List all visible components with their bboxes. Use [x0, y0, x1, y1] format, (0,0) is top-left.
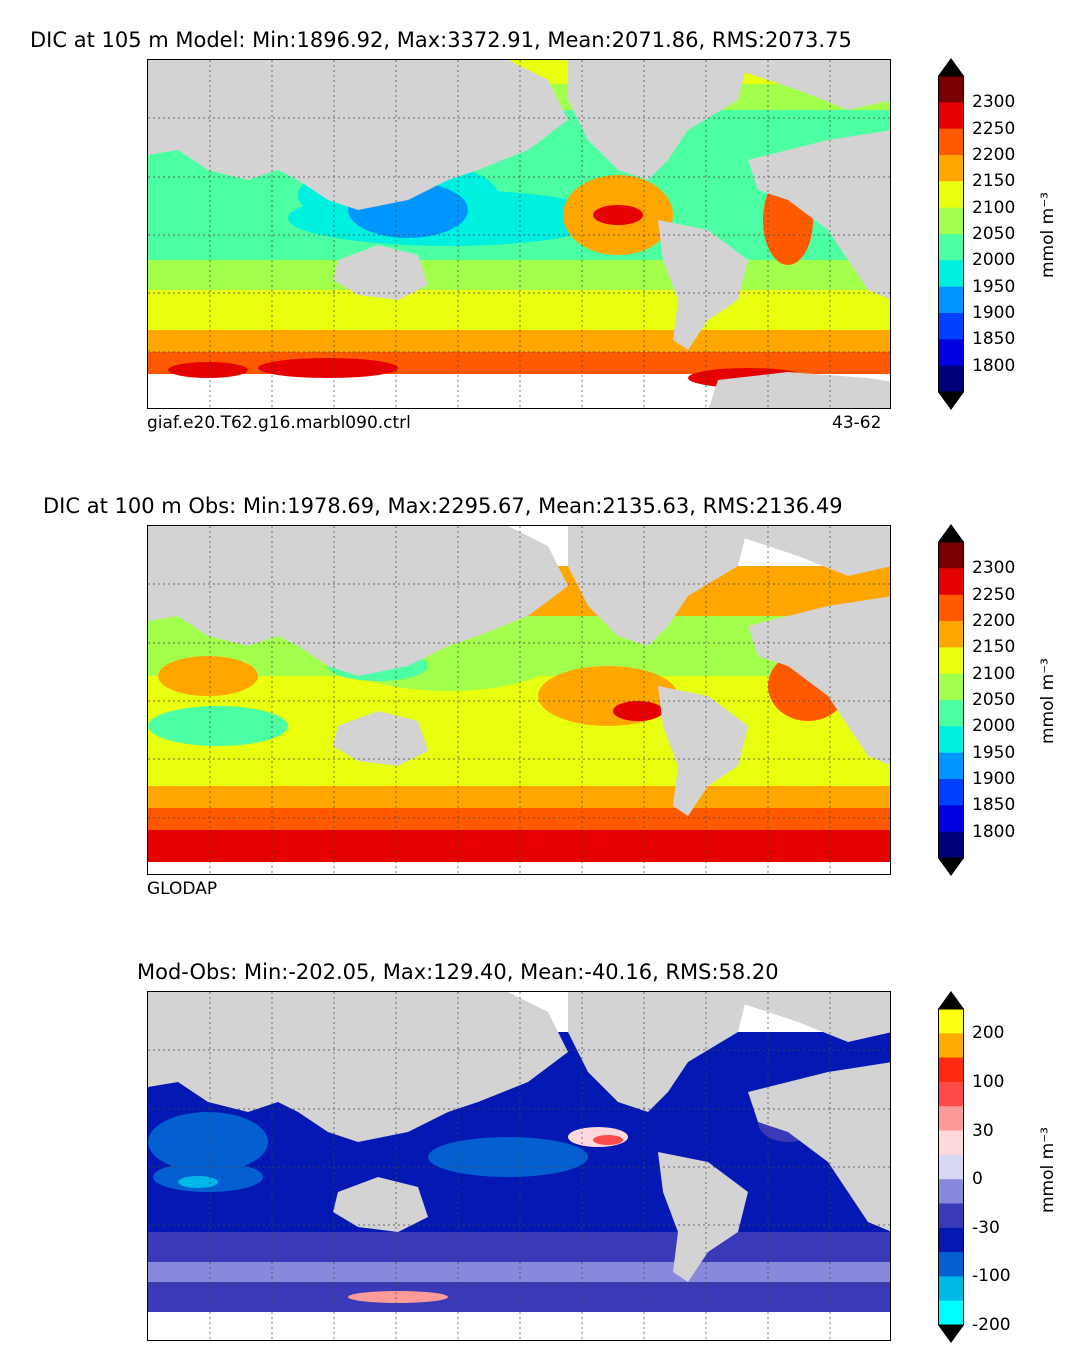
panel-1-colorbar-top-arrow — [938, 58, 964, 76]
panel-1-map — [147, 59, 891, 409]
panel-1-colorbar-tick-label: 1800 — [972, 355, 1016, 376]
panel-2-colorbar-tick-label: 1800 — [972, 821, 1016, 842]
panel-2-colorbar-tick-label: 2050 — [972, 690, 1016, 710]
panel-1-colorbar-tick-label: 2300 — [972, 92, 1016, 113]
panel-2-colorbar-bottom-arrow — [938, 858, 964, 876]
panel-2-colorbar-segment — [938, 779, 964, 806]
panel-1-colorbar-tick-label: 1850 — [972, 329, 1016, 350]
panel-3-colorbar-tick-label: 100 — [972, 1071, 1005, 1092]
panel-2-colorbar-tick-label: 1950 — [972, 742, 1016, 763]
panel-1-colorbar-tick-label: 2200 — [972, 145, 1016, 165]
panel-1-colorbar-segment — [938, 76, 964, 103]
panel-1-colorbar-bottom-arrow — [938, 392, 964, 410]
panel-1-colorbar-segment — [938, 102, 964, 130]
panel-1-colorbar-tick-label: 2100 — [972, 197, 1016, 218]
panel-3-title: Mod-Obs: Min:-202.05, Max:129.40, Mean:-… — [137, 960, 779, 984]
panel-2-colorbar-segment — [938, 700, 964, 727]
panel-1-colorbar-unit: mmol m⁻³ — [1038, 192, 1058, 278]
panel-3-colorbar-frame — [938, 1008, 964, 1326]
panel-1-right-caption: 43-62 — [832, 413, 882, 433]
panel-3-colorbar — [938, 991, 964, 1343]
panel-1-colorbar-frame — [938, 75, 964, 393]
panel-1-colorbar-segment — [938, 286, 964, 314]
panel-2-colorbar-segment — [938, 673, 964, 701]
panel-1-colorbar-tick-label: 2250 — [972, 118, 1016, 139]
panel-1-colorbar-segment — [938, 260, 964, 288]
panel-3-colorbar-segment — [938, 1057, 964, 1083]
panel-1-left-caption: giaf.e20.T62.g16.marbl090.ctrl — [147, 413, 411, 433]
panel-3-colorbar-tick-label: -200 — [972, 1315, 1011, 1335]
panel-3-colorbar-top-arrow — [938, 991, 964, 1009]
panel-3-map — [147, 991, 891, 1341]
panel-1-colorbar-tick-label: 1900 — [972, 303, 1016, 323]
panel-3-colorbar-segment — [938, 1009, 964, 1034]
panel-1-colorbar-segment — [938, 207, 964, 235]
panel-2-colorbar-segment — [938, 594, 964, 622]
panel-2-colorbar-segment — [938, 621, 964, 648]
panel-1-colorbar-segment — [938, 128, 964, 156]
panel-2-left-caption: GLODAP — [147, 879, 218, 899]
panel-2-colorbar-tick-label: 2200 — [972, 611, 1016, 631]
panel-2-map — [147, 525, 891, 875]
panel-1-colorbar-tick-label: 2000 — [972, 250, 1016, 271]
panel-2-colorbar-tick-label: 2250 — [972, 584, 1016, 605]
panel-2-colorbar-tick-label: 1900 — [972, 769, 1016, 789]
panel-1-colorbar — [938, 58, 964, 410]
panel-3-colorbar-tick-label: -30 — [972, 1217, 1000, 1238]
panel-3-colorbar-segment — [938, 1179, 964, 1204]
panel-2-colorbar-frame — [938, 541, 964, 859]
panel-2-colorbar-segment — [938, 726, 964, 754]
panel-2-colorbar-segment — [938, 568, 964, 596]
panel-3-colorbar-tick-label: 200 — [972, 1023, 1005, 1044]
panel-3-colorbar-unit: mmol m⁻³ — [1038, 1127, 1058, 1213]
panel-2-colorbar-unit: mmol m⁻³ — [1038, 658, 1058, 744]
panel-3-colorbar-segment — [938, 1081, 964, 1107]
panel-1-colorbar-segment — [938, 155, 964, 182]
panel-1-title: DIC at 105 m Model: Min:1896.92, Max:337… — [30, 28, 852, 52]
panel-2-colorbar-tick-label: 2000 — [972, 716, 1016, 737]
panel-3-colorbar-segment — [938, 1130, 964, 1156]
panel-2-colorbar-tick-label: 2150 — [972, 637, 1016, 658]
panel-2-colorbar-segment — [938, 752, 964, 780]
panel-3-colorbar-bottom-arrow — [938, 1325, 964, 1343]
panel-2-colorbar-tick-label: 1850 — [972, 795, 1016, 816]
panel-2-colorbar-segment — [938, 805, 964, 833]
panel-1-colorbar-segment — [938, 339, 964, 367]
panel-1-colorbar-tick-label: 1950 — [972, 276, 1016, 297]
panel-3-colorbar-segment — [938, 1252, 964, 1277]
panel-2-title: DIC at 100 m Obs: Min:1978.69, Max:2295.… — [43, 494, 843, 518]
panel-3-colorbar-segment — [938, 1154, 964, 1180]
panel-3-colorbar-segment — [938, 1203, 964, 1229]
panel-1-colorbar-tick-label: 2150 — [972, 171, 1016, 192]
panel-2-colorbar-segment — [938, 831, 964, 859]
panel-2-colorbar-tick-label: 2300 — [972, 558, 1016, 579]
panel-1-colorbar-segment — [938, 365, 964, 393]
panel-1-colorbar-segment — [938, 234, 964, 261]
panel-3-colorbar-tick-label: -100 — [972, 1266, 1011, 1287]
panel-3-colorbar-tick-label: 0 — [972, 1169, 983, 1190]
panel-1-colorbar-segment — [938, 313, 964, 340]
panel-2-colorbar — [938, 524, 964, 876]
panel-2-colorbar-tick-label: 2100 — [972, 663, 1016, 684]
panel-1-colorbar-tick-label: 2050 — [972, 224, 1016, 244]
panel-3-colorbar-segment — [938, 1300, 964, 1326]
panel-2-colorbar-top-arrow — [938, 524, 964, 542]
panel-3-colorbar-segment — [938, 1033, 964, 1059]
panel-3-colorbar-segment — [938, 1106, 964, 1132]
panel-3-colorbar-segment — [938, 1276, 964, 1302]
panel-2-colorbar-segment — [938, 542, 964, 569]
panel-2-colorbar-segment — [938, 647, 964, 675]
panel-3-colorbar-tick-label: 30 — [972, 1120, 994, 1141]
panel-3-colorbar-segment — [938, 1227, 964, 1253]
panel-1-colorbar-segment — [938, 181, 964, 209]
